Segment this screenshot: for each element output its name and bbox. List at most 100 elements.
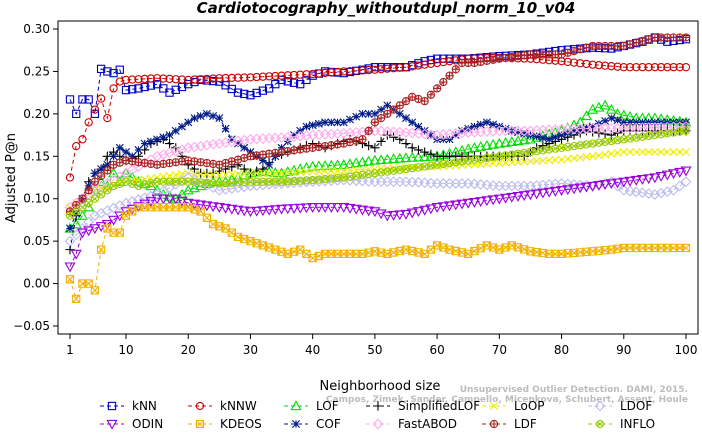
data-point: [78, 135, 87, 144]
data-point: [152, 177, 162, 186]
x-tick-label: 10: [118, 343, 133, 357]
data-point: [296, 168, 305, 177]
data-point: [638, 118, 647, 127]
data-point: [327, 118, 336, 127]
data-point: [344, 203, 356, 214]
data-point: [600, 61, 610, 70]
y-axis-label: Adjusted P@n: [4, 133, 19, 223]
data-point: [251, 206, 263, 217]
data-point: [537, 188, 549, 199]
data-point: [506, 192, 518, 203]
data-point: [152, 80, 162, 89]
data-point: [277, 143, 286, 152]
data-point: [613, 116, 622, 125]
data-point: [432, 160, 442, 169]
data-point: [65, 245, 75, 255]
data-point: [669, 148, 678, 157]
data-point: [128, 75, 137, 84]
data-point: [420, 162, 429, 171]
data-point: [656, 63, 666, 72]
data-point: [140, 82, 149, 92]
data-point: [300, 203, 312, 214]
data-point: [514, 158, 522, 167]
data-point: [258, 72, 268, 81]
data-point: [325, 203, 337, 213]
data-point: [177, 75, 187, 84]
data-point: [600, 137, 610, 146]
data-point: [327, 68, 336, 77]
chart-title: Cardiotocography_withoutdupl_norm_10_v04: [197, 0, 576, 17]
data-point: [599, 99, 611, 110]
y-tick-label: −0.05: [13, 319, 50, 333]
data-point: [221, 124, 230, 133]
data-point: [675, 63, 684, 72]
data-point: [618, 177, 630, 188]
data-point: [146, 74, 156, 83]
data-point: [302, 167, 311, 176]
data-point: [221, 178, 230, 188]
data-point: [290, 400, 302, 411]
data-point: [680, 176, 692, 188]
data-point: [72, 141, 81, 151]
data-point: [661, 170, 673, 181]
data-point: [414, 61, 423, 70]
data-point: [632, 133, 641, 142]
data-point: [246, 177, 255, 186]
data-point: [171, 85, 180, 94]
data-point: [580, 110, 592, 121]
data-point: [233, 88, 243, 97]
data-point: [294, 203, 306, 214]
data-point: [277, 71, 286, 80]
data-point: [84, 181, 93, 190]
data-point: [464, 124, 473, 133]
data-point: [681, 63, 691, 72]
data-point: [108, 202, 119, 214]
data-point: [607, 62, 616, 71]
legend-label: LDOF: [620, 399, 652, 413]
data-point: [171, 177, 180, 186]
data-point: [512, 135, 524, 146]
data-point: [644, 148, 653, 157]
data-point: [264, 177, 274, 186]
data-point: [84, 95, 93, 104]
data-point: [289, 78, 299, 87]
data-point: [681, 33, 691, 42]
data-point: [501, 158, 510, 167]
data-point: [655, 171, 667, 182]
data-point: [265, 169, 274, 178]
data-point: [96, 64, 106, 74]
data-point: [489, 159, 498, 168]
data-point: [489, 120, 498, 129]
data-point: [103, 67, 112, 76]
data-point: [277, 169, 286, 178]
data-point: [401, 96, 411, 106]
data-point: [165, 131, 174, 140]
data-point: [407, 143, 417, 153]
data-point: [189, 174, 200, 186]
data-point: [65, 211, 75, 220]
data-point: [140, 74, 149, 84]
data-point: [439, 159, 448, 169]
data-point: [524, 190, 536, 201]
data-point: [208, 168, 218, 178]
data-point: [107, 401, 117, 411]
data-point: [383, 101, 392, 110]
data-point: [588, 139, 597, 148]
data-point: [412, 151, 424, 162]
data-point: [70, 229, 82, 241]
data-point: [90, 177, 100, 186]
data-point: [414, 163, 423, 172]
data-point: [395, 101, 404, 110]
data-point: [207, 202, 219, 213]
data-point: [451, 65, 460, 74]
data-point: [490, 402, 498, 410]
data-point: [501, 124, 510, 133]
data-point: [269, 205, 281, 216]
data-point: [195, 401, 205, 411]
data-point: [252, 72, 261, 82]
data-point: [493, 137, 505, 148]
data-point: [146, 179, 156, 188]
data-point: [283, 77, 292, 86]
legend: kNN kNNW LOF SimplifiedLOF LoOP LDOF ODIN KDEOS…: [100, 399, 655, 431]
data-point: [258, 86, 268, 95]
